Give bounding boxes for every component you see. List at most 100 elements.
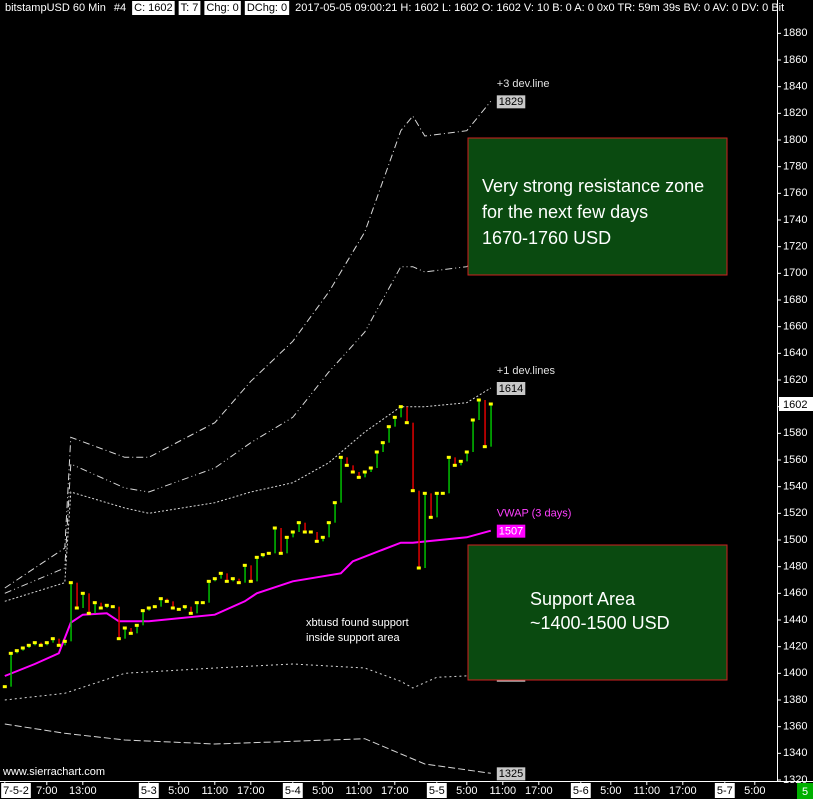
close-mark: [110, 605, 115, 609]
close-mark: [440, 491, 445, 495]
y-tick-label: 1860: [783, 54, 807, 66]
bar-body: [70, 582, 72, 642]
close-mark: [182, 605, 187, 609]
close-mark: [314, 539, 319, 543]
close-mark: [128, 631, 133, 635]
close-mark: [428, 515, 433, 519]
annotation-text: inside support area: [306, 632, 400, 644]
bar-body: [412, 422, 414, 491]
close-mark: [344, 463, 349, 467]
bar-body: [76, 582, 78, 608]
close-mark: [272, 526, 277, 530]
x-tick-label: 7:00: [36, 785, 57, 797]
y-tick-label: 1780: [783, 161, 807, 173]
last-value-badge: 1325: [499, 768, 523, 780]
close-mark: [56, 643, 61, 647]
last-value-badge: 1614: [499, 383, 523, 395]
bar-body: [466, 452, 468, 462]
header-field: bitstampUSD 60 Min: [5, 2, 106, 14]
bar-body: [274, 528, 276, 554]
y-tick-label: 1740: [783, 214, 807, 226]
x-date-box: [282, 783, 303, 798]
close-mark: [104, 603, 109, 607]
close-mark: [416, 566, 421, 570]
close-mark: [134, 623, 139, 627]
bar-body: [58, 638, 60, 646]
study-line: [4, 387, 492, 602]
header: bitstampUSD 60 Min #4 C: 1602 T: 7 Chg: 0 DCh…: [5, 1, 784, 15]
header-field: 2017-05-05 09:00:21 H: 1602 L: 1602 O: 1…: [295, 2, 784, 14]
corner-box: [797, 783, 813, 799]
bar-body: [52, 638, 54, 643]
bar-body: [196, 602, 198, 614]
bar-body: [244, 565, 246, 583]
bar-body: [418, 490, 420, 568]
bar-body: [358, 472, 360, 478]
close-mark: [302, 530, 307, 534]
bar-body: [190, 606, 192, 614]
bar-body: [388, 426, 390, 443]
close-mark: [32, 641, 37, 645]
close-mark: [326, 521, 331, 525]
close-mark: [476, 398, 481, 402]
close-mark: [482, 445, 487, 449]
bar-body: [436, 493, 438, 518]
bar-body: [334, 502, 336, 523]
y-tick-label: 1640: [783, 347, 807, 359]
watermark: www.sierrachart.com: [2, 766, 105, 778]
x-date-box: [1, 783, 31, 798]
close-mark: [254, 555, 259, 559]
annotation-text: for the next few days: [482, 202, 648, 222]
bar-body: [136, 625, 138, 634]
close-mark: [278, 551, 283, 555]
x-tick-label: 5:00: [456, 785, 477, 797]
bar-body: [88, 593, 90, 614]
close-mark: [350, 470, 355, 474]
y-tick-label: 1820: [783, 107, 807, 119]
badge-box: [496, 382, 526, 395]
x-tick-label: 5:00: [168, 785, 189, 797]
x-tick-label: 17:00: [525, 785, 553, 797]
x-date-box: [426, 783, 447, 798]
bar-body: [94, 602, 96, 614]
bar-body: [376, 452, 378, 468]
corner-label: 5: [802, 786, 808, 798]
close-mark: [8, 651, 13, 655]
header-field: DChg: 0: [247, 2, 287, 14]
close-mark: [248, 579, 253, 583]
x-tick-label: 11:00: [633, 785, 660, 797]
close-mark: [410, 489, 415, 493]
x-date-box: [570, 783, 591, 798]
close-mark: [206, 579, 211, 583]
header-box: [204, 1, 241, 15]
close-mark: [230, 577, 235, 581]
close-mark: [362, 470, 367, 474]
x-tick-label: 17:00: [381, 785, 409, 797]
close-mark: [38, 643, 43, 647]
close-mark: [44, 641, 49, 645]
badge-box: [496, 767, 526, 781]
close-mark: [152, 605, 157, 609]
close-mark: [434, 491, 439, 495]
y-tick-label: 1420: [783, 641, 807, 653]
bar-body: [394, 417, 396, 427]
close-mark: [170, 606, 175, 610]
bar-body: [286, 537, 288, 554]
close-mark: [320, 535, 325, 539]
close-mark: [200, 601, 205, 605]
bar-body: [172, 601, 174, 608]
study-line: [4, 100, 492, 589]
header-field: #4: [114, 2, 126, 14]
x-tick-label: 11:00: [201, 785, 228, 797]
bar-body: [220, 573, 222, 579]
close-mark: [488, 402, 493, 406]
y-tick-label: 1380: [783, 694, 807, 706]
close-mark: [14, 649, 19, 653]
bar-body: [454, 457, 456, 466]
study-line: [4, 663, 491, 701]
x-tick-label: 5:00: [600, 785, 621, 797]
annotation-box: [467, 137, 728, 276]
bar-body: [316, 532, 318, 542]
close-mark: [236, 581, 241, 585]
close-mark: [392, 415, 397, 419]
